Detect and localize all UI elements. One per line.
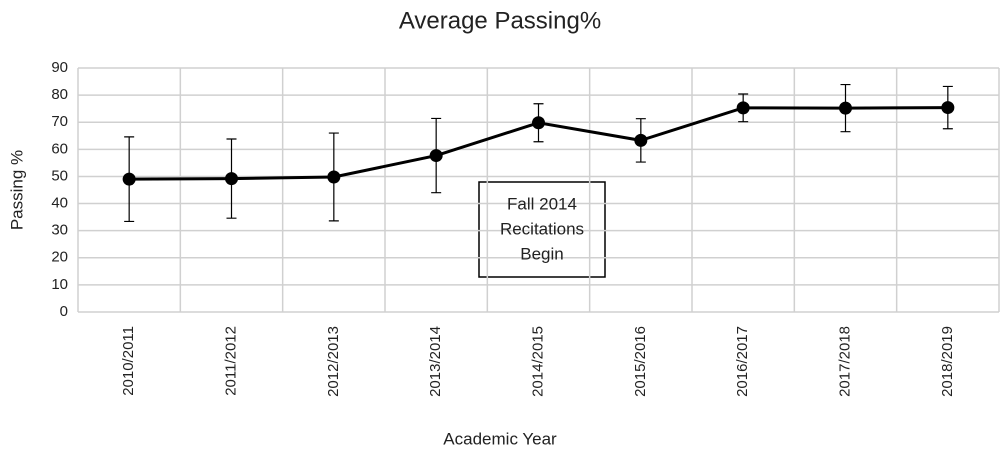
y-tick-label: 20: [51, 249, 68, 266]
y-tick-label: 50: [51, 167, 68, 184]
y-tick-label: 80: [51, 86, 68, 103]
data-point: [122, 172, 136, 186]
x-tick-label: 2012/2013: [325, 326, 342, 397]
y-tick-label: 30: [51, 222, 68, 239]
x-tick-label: 2017/2018: [836, 326, 853, 397]
x-tick-label: 2010/2011: [120, 326, 137, 396]
annotation-text: Fall 2014: [507, 194, 577, 213]
y-tick-label: 90: [51, 59, 68, 76]
x-tick-label: 2014/2015: [529, 326, 546, 397]
data-point: [634, 133, 648, 147]
y-tick-label: 0: [60, 303, 68, 320]
chart-title: Average Passing%: [399, 7, 601, 34]
y-tick-label: 70: [51, 113, 68, 130]
data-point: [839, 101, 852, 115]
data-point: [429, 149, 443, 163]
y-tick-label: 60: [51, 140, 68, 157]
y-tick-label: 10: [51, 276, 68, 293]
data-point: [941, 101, 955, 115]
annotation-box: [478, 181, 606, 278]
x-axis-label: Academic Year: [443, 429, 557, 448]
data-point: [532, 116, 545, 130]
x-tick-label: 2011/2012: [222, 326, 239, 396]
annotation-text: Begin: [520, 244, 563, 263]
y-tick-label: 40: [51, 195, 68, 212]
data-point: [736, 101, 750, 115]
data-point: [327, 170, 341, 184]
data-point: [225, 172, 238, 186]
x-tick-label: 2016/2017: [734, 326, 751, 397]
x-tick-label: 2015/2016: [632, 326, 649, 397]
x-tick-label: 2018/2019: [939, 326, 956, 397]
annotation-text: Recitations: [500, 219, 584, 238]
x-tick-label: 2013/2014: [427, 326, 444, 397]
y-axis-label: Passing %: [7, 150, 26, 230]
